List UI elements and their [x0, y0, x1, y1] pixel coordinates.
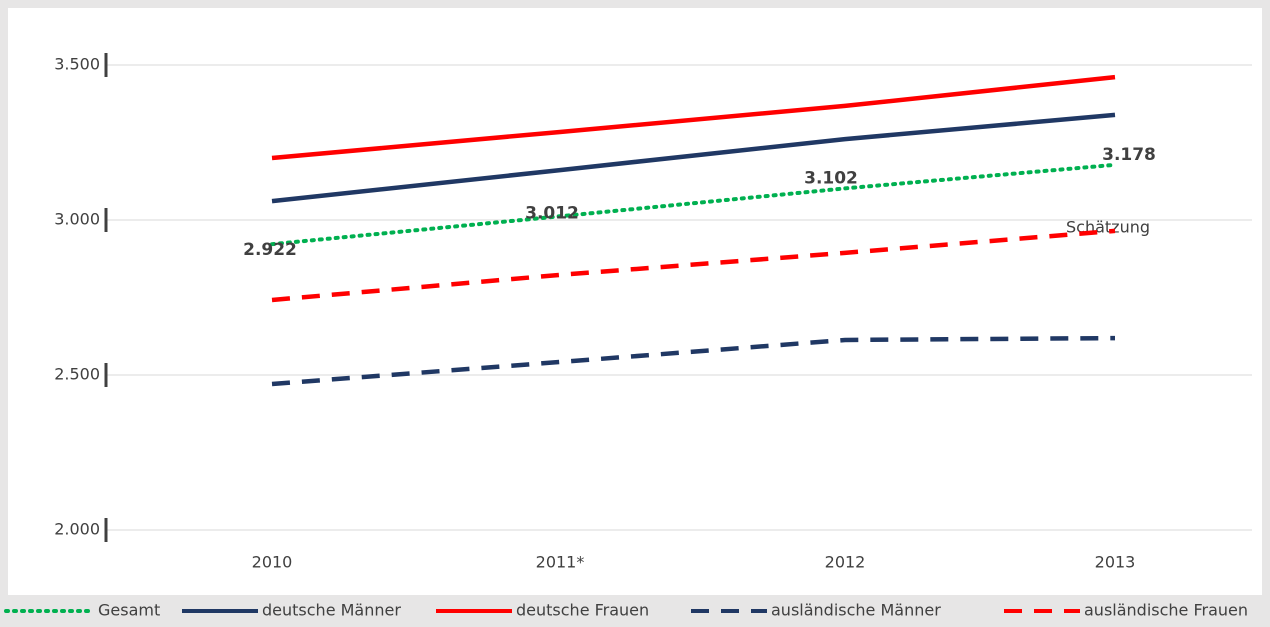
- x-tick-label: 2010: [252, 553, 293, 572]
- data-label: 3.012: [525, 203, 579, 223]
- tick-box: [30, 362, 104, 388]
- data-label: 3.178: [1102, 145, 1156, 165]
- series-line: [271, 228, 1116, 303]
- x-tick-label: 2013: [1095, 553, 1136, 572]
- series-line: [271, 335, 1116, 387]
- y-tick-label: 2.000: [54, 520, 100, 539]
- y-tick-label: 2.500: [54, 365, 100, 384]
- legend-label: deutsche Männer: [262, 601, 401, 620]
- y-tick-label: 3.000: [54, 210, 100, 229]
- tick-box: [30, 517, 104, 543]
- data-label: 3.102: [804, 168, 858, 188]
- x-tick-label: 2012: [825, 553, 866, 572]
- series-line: [271, 74, 1116, 161]
- legend-label: ausländische Frauen: [1084, 601, 1248, 620]
- tick-box: [30, 207, 104, 233]
- plot-background: [8, 8, 1262, 595]
- x-tick-label: 2011*: [536, 553, 585, 572]
- tick-box: [30, 52, 104, 78]
- series-line: [270, 162, 1117, 247]
- legend-label: Gesamt: [98, 601, 160, 620]
- legend-label: deutsche Frauen: [516, 601, 649, 620]
- series-line: [271, 112, 1116, 204]
- data-label: 2.922: [243, 240, 297, 260]
- legend-label: ausländische Männer: [771, 601, 941, 620]
- y-tick-label: 3.500: [54, 55, 100, 74]
